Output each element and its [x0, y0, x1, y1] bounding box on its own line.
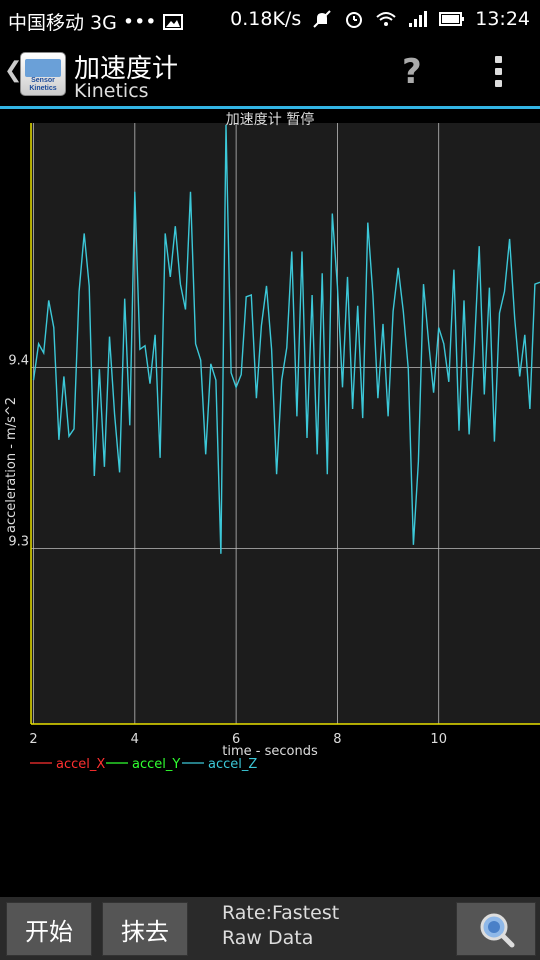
zoom-button[interactable] — [456, 902, 536, 956]
y-tick-label: 9.4 — [8, 353, 29, 368]
app-logo-graphic — [25, 59, 61, 77]
image-icon — [163, 13, 184, 30]
plot-background — [31, 123, 540, 724]
alarm-icon — [346, 12, 363, 28]
carrier-text: 中国移动 3G — [8, 12, 117, 34]
y-axis-label: acceleration - m/s^2 — [4, 397, 19, 533]
x-tick-label: 4 — [131, 732, 139, 747]
clear-button[interactable]: 抹去 — [102, 902, 188, 956]
status-right: 0.18K/s 13:24 — [230, 8, 530, 30]
wifi-icon — [376, 12, 396, 26]
x-tick-label: 8 — [333, 732, 341, 747]
accelerometer-chart[interactable]: 2 4 6 8 10 9.3 9.4 time - seconds acceleration… — [0, 109, 540, 789]
tick-labels: 2 4 6 8 10 9.3 9.4 — [8, 353, 447, 747]
series-lines — [32, 124, 540, 554]
help-button[interactable]: ? — [402, 52, 422, 92]
page-subtitle: Kinetics — [74, 80, 149, 102]
rate-label: Rate:Fastest — [222, 902, 340, 924]
magnifier-icon — [480, 913, 515, 948]
signal-icon — [409, 11, 428, 27]
mode-label: Raw Data — [222, 927, 314, 949]
legend-label: accel_X — [56, 757, 105, 772]
chart-legend: accel_X accel_Y accel_Z — [30, 757, 257, 772]
status-left: 中国移动 3G ••• — [8, 8, 184, 35]
chart-title: 加速度计 暂停 — [225, 112, 315, 128]
legend-label: accel_Y — [132, 757, 180, 772]
x-tick-label: 2 — [29, 732, 37, 747]
x-tick-label: 6 — [232, 732, 240, 747]
notification-dots: ••• — [122, 10, 157, 33]
y-tick-label: 9.3 — [8, 534, 29, 549]
bottom-bar: 开始 抹去 Rate:Fastest Raw Data — [0, 897, 540, 960]
series-line-accel_Z — [32, 124, 540, 554]
legend-label: accel_Z — [208, 757, 257, 772]
page-title: 加速度计 — [74, 54, 179, 84]
battery-icon — [439, 12, 465, 26]
mute-icon — [313, 10, 331, 28]
x-axis-label: time - seconds — [222, 744, 318, 759]
action-bar: ❮ Sensor Kinetics 加速度计 Kinetics ? — [0, 38, 540, 109]
chart-area: 加速度计 暂停 2 4 6 8 10 9.3 9.4 time - seconds acce… — [0, 109, 540, 789]
clock-text: 13:24 — [475, 8, 530, 30]
rate-info: Rate:Fastest Raw Data — [222, 901, 339, 951]
status-bar: 中国移动 3G ••• 0.18K/s — [0, 0, 540, 38]
overflow-menu-icon[interactable] — [490, 56, 506, 90]
app-logo-text: Sensor Kinetics — [29, 77, 57, 92]
back-chevron-icon[interactable]: ❮ — [4, 58, 23, 83]
x-tick-label: 10 — [430, 732, 447, 747]
app-logo[interactable]: Sensor Kinetics — [20, 52, 66, 96]
net-speed-text: 0.18K/s — [230, 8, 302, 30]
start-button[interactable]: 开始 — [6, 902, 92, 956]
